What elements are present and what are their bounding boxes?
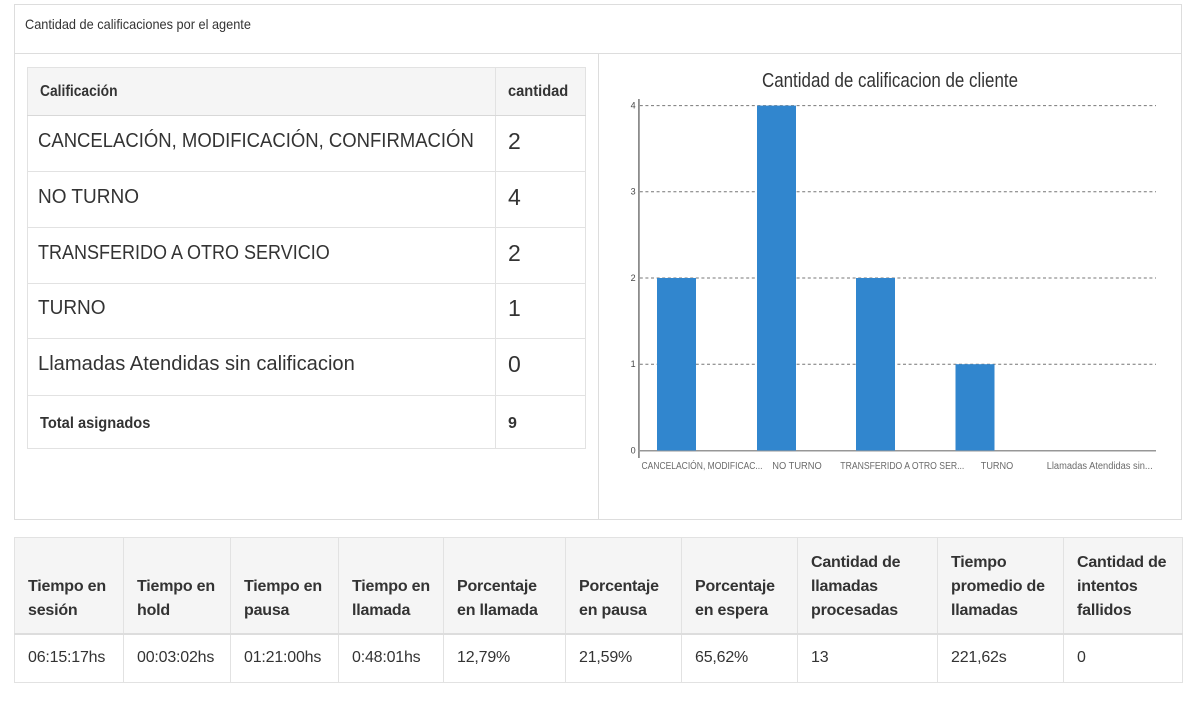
- svg-text:Llamadas Atendidas sin...: Llamadas Atendidas sin...: [1047, 461, 1153, 472]
- svg-text:3: 3: [631, 187, 636, 197]
- svg-text:0: 0: [631, 445, 636, 455]
- svg-text:TURNO: TURNO: [981, 461, 1014, 472]
- svg-text:2: 2: [631, 273, 636, 283]
- svg-text:CANCELACIÓN, MODIFICAC...: CANCELACIÓN, MODIFICAC...: [642, 459, 763, 472]
- svg-text:Cantidad de calificacion de cl: Cantidad de calificacion de cliente: [762, 70, 1018, 92]
- svg-text:NO TURNO: NO TURNO: [772, 461, 822, 472]
- svg-text:1: 1: [631, 359, 636, 369]
- svg-text:4: 4: [631, 101, 636, 111]
- svg-text:TRANSFERIDO A OTRO SER...: TRANSFERIDO A OTRO SER...: [840, 461, 964, 472]
